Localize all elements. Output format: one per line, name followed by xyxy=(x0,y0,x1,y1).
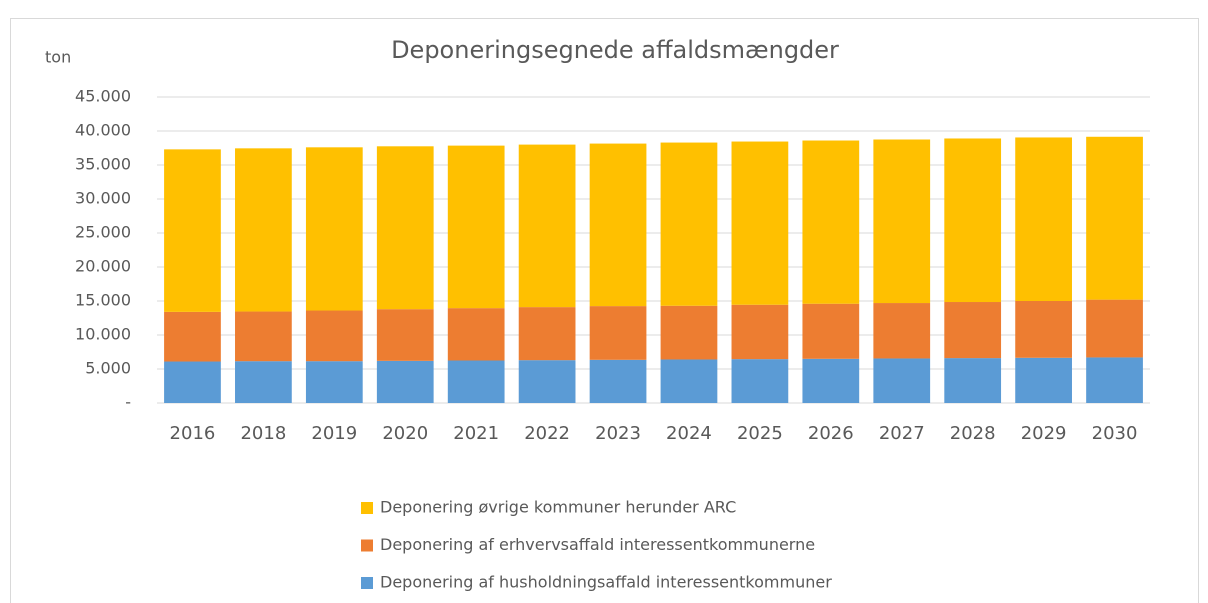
bar-segment xyxy=(305,147,363,311)
legend-swatch xyxy=(361,539,373,552)
bar-segment xyxy=(1015,301,1072,358)
y-tick-label: 45.000 xyxy=(75,87,131,106)
legend-label: Deponering af husholdningsaffald interes… xyxy=(380,573,832,592)
bar-segment xyxy=(164,361,221,403)
bar-segment xyxy=(164,149,221,312)
x-tick-label: 2027 xyxy=(879,423,925,444)
bar-segment xyxy=(944,302,1002,359)
bar-segment xyxy=(589,359,647,403)
bar-segment xyxy=(235,148,292,312)
x-tick-label: 2029 xyxy=(1021,423,1067,444)
y-tick-label: 35.000 xyxy=(75,155,131,174)
x-tick-label: 2016 xyxy=(170,423,216,444)
bar-segment xyxy=(731,141,789,305)
x-tick-label: 2019 xyxy=(311,423,357,444)
legend-swatch xyxy=(361,577,373,589)
chart-frame xyxy=(10,18,1199,603)
bar-segment xyxy=(447,308,505,361)
bar-segment xyxy=(802,303,860,359)
legend-swatch xyxy=(361,502,373,514)
x-tick-label: 2020 xyxy=(382,423,428,444)
y-tick-label: 40.000 xyxy=(75,121,131,140)
bar-segment xyxy=(305,361,363,403)
bar-segment xyxy=(731,359,789,403)
bar-segment xyxy=(589,306,647,360)
y-tick-label: 25.000 xyxy=(75,223,131,242)
bar-segment xyxy=(802,358,860,403)
x-tick-label: 2028 xyxy=(950,423,996,444)
bar-segment xyxy=(660,305,718,360)
bar-segment xyxy=(731,304,789,360)
bar-segment xyxy=(447,145,505,309)
bar-segment xyxy=(164,311,221,362)
y-tick-label: 5.000 xyxy=(85,359,131,378)
bar-segment xyxy=(376,360,434,403)
bar-segment xyxy=(305,310,363,362)
bar-segment xyxy=(1015,357,1072,403)
y-tick-label: 15.000 xyxy=(75,291,131,310)
bar-segment xyxy=(873,139,931,304)
y-tick-label: - xyxy=(125,393,131,412)
chart-title: Deponeringsegnede affaldsmængder xyxy=(391,36,839,64)
x-tick-label: 2023 xyxy=(595,423,641,444)
bar-segment xyxy=(944,358,1002,403)
bar-segment xyxy=(518,144,576,308)
bar-segment xyxy=(873,303,931,359)
bar-segment xyxy=(944,138,1002,303)
x-tick-label: 2030 xyxy=(1092,423,1138,444)
y-tick-label: 20.000 xyxy=(75,257,131,276)
bar-segment xyxy=(376,309,434,361)
bar-segment xyxy=(447,360,505,403)
bar-segment xyxy=(1086,136,1143,300)
y-tick-label: 10.000 xyxy=(75,325,131,344)
x-tick-label: 2021 xyxy=(453,423,499,444)
bar-segment xyxy=(518,360,576,403)
x-tick-label: 2022 xyxy=(524,423,570,444)
bar-segment xyxy=(1086,357,1143,403)
x-tick-label: 2018 xyxy=(240,423,286,444)
bar-segment xyxy=(1015,137,1072,301)
bar-segment xyxy=(660,142,718,306)
bar-segment xyxy=(235,311,292,362)
bar-segment xyxy=(235,361,292,403)
bar-segment xyxy=(873,358,931,403)
bar-segment xyxy=(376,146,434,310)
bar-segment xyxy=(518,307,576,361)
legend-label: Deponering af erhvervsaffald interessent… xyxy=(380,535,815,554)
y-axis-label: ton xyxy=(45,48,71,67)
x-tick-label: 2026 xyxy=(808,423,854,444)
x-tick-label: 2024 xyxy=(666,423,712,444)
bar-segment xyxy=(589,143,647,307)
bar-segment xyxy=(1086,299,1143,358)
y-tick-label: 30.000 xyxy=(75,189,131,208)
bar-segment xyxy=(802,140,860,304)
bar-segment xyxy=(660,359,718,403)
x-tick-label: 2025 xyxy=(737,423,783,444)
legend-label: Deponering øvrige kommuner herunder ARC xyxy=(380,498,736,517)
